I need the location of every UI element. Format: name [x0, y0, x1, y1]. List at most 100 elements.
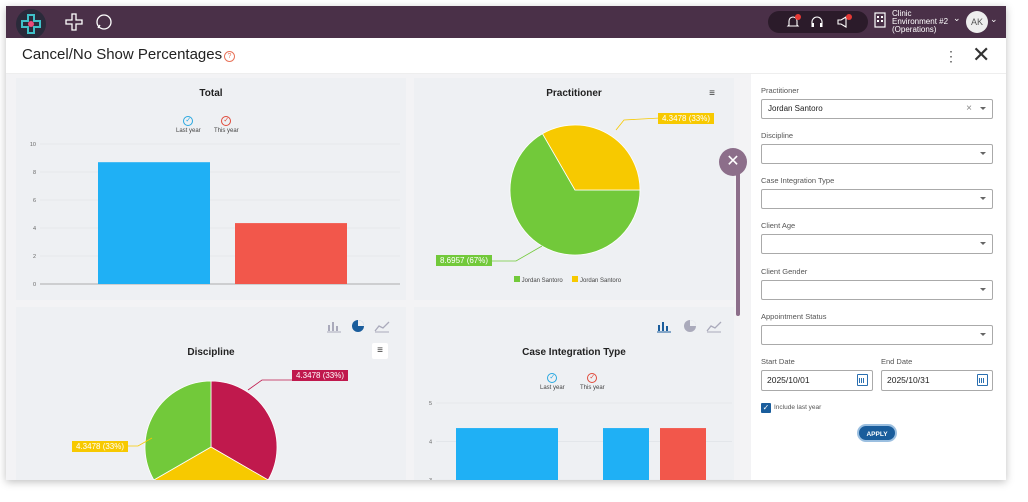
check-icon: ✓: [587, 373, 598, 383]
filter-panel: Practitioner Jordan Santoro × Discipline…: [751, 74, 1006, 480]
y-tick-label: 3: [429, 478, 432, 480]
chevron-down-icon: [980, 333, 986, 336]
legend-swatch: [572, 276, 579, 282]
legend-label: Last year: [176, 128, 201, 134]
legend-last-year[interactable]: ✓ Last year: [540, 373, 565, 391]
cross-icon[interactable]: [64, 12, 84, 32]
legend-label: This year: [214, 128, 239, 134]
y-tick-label: 10: [30, 142, 36, 148]
legend-label: Last year: [540, 385, 565, 391]
more-options-icon[interactable]: ⋮: [944, 48, 958, 64]
legend-swatch: [514, 276, 520, 282]
chevron-down-icon: [980, 107, 986, 110]
total-chart-card: Total ✓ Last year ✓ This year 0 2 4 6 8 10: [16, 78, 406, 300]
close-fab-button[interactable]: ✕: [719, 148, 747, 176]
pie-chart-icon[interactable]: [682, 319, 698, 333]
pie-slice: [210, 380, 278, 480]
legend-label[interactable]: Jordan Santoro: [580, 278, 622, 284]
legend-last-year[interactable]: ✓ Last year: [176, 116, 201, 134]
client-gender-label: Client Gender: [761, 267, 808, 276]
discipline-select[interactable]: [761, 144, 993, 164]
pie-legend: Jordan Santoro Jordan Santoro: [514, 276, 621, 284]
start-date-value: 2025/10/01: [767, 375, 810, 385]
chevron-down-icon: [980, 152, 986, 155]
scrollbar[interactable]: [736, 170, 740, 316]
pie-slice: [509, 133, 641, 256]
label-connector: [615, 117, 661, 131]
medical-cross-logo[interactable]: [16, 9, 46, 39]
check-icon: ✓: [547, 373, 558, 383]
avatar[interactable]: AK: [966, 11, 988, 33]
client-gender-select[interactable]: [761, 280, 993, 300]
end-date-label: End Date: [881, 357, 913, 366]
case-integration-bar-chart: 3 4 5: [429, 401, 732, 480]
pie-data-label: 4.3478 (33%): [292, 370, 349, 381]
pie-slice: [153, 446, 269, 480]
case-integration-type-label: Case Integration Type: [761, 176, 835, 185]
bell-icon[interactable]: [786, 14, 801, 29]
label-connector: [128, 437, 153, 447]
appointment-status-label: Appointment Status: [761, 312, 827, 321]
practitioner-select[interactable]: Jordan Santoro ×: [761, 99, 993, 119]
discipline-chart-card: Discipline ≡ 4.3478 (33%) 4.3478 (33%): [16, 307, 406, 480]
pie-chart-icon[interactable]: [350, 319, 366, 333]
client-age-select[interactable]: [761, 234, 993, 254]
line-chart-icon[interactable]: [374, 319, 390, 333]
calendar-icon[interactable]: [857, 374, 868, 386]
bar: [660, 428, 706, 480]
check-icon: ✓: [221, 116, 232, 126]
bar-chart-icon[interactable]: [656, 319, 672, 333]
calendar-icon[interactable]: [977, 374, 988, 386]
client-age-label: Client Age: [761, 221, 796, 230]
close-button[interactable]: ✕: [972, 42, 991, 67]
y-tick-label: 4: [429, 440, 432, 446]
avatar-chevron-icon[interactable]: ⌄: [990, 14, 998, 24]
chart-menu-icon[interactable]: ≡: [709, 88, 715, 99]
appointment-status-select[interactable]: [761, 325, 993, 345]
clear-icon[interactable]: ×: [966, 103, 972, 114]
legend-label: This year: [580, 385, 605, 391]
y-tick-label: 4: [33, 226, 36, 232]
check-icon: ✓: [183, 116, 194, 126]
apply-button[interactable]: APPLY: [857, 424, 897, 442]
y-tick-label: 5: [429, 401, 432, 407]
help-icon[interactable]: ?: [224, 51, 235, 62]
pie-data-label: 4.3478 (33%): [72, 441, 129, 452]
total-bar-chart: 0 2 4 6 8 10: [30, 142, 400, 288]
megaphone-icon[interactable]: [836, 14, 852, 29]
chat-icon[interactable]: [94, 12, 114, 32]
pie-data-label: 4.3478 (33%): [658, 113, 715, 124]
start-date-input[interactable]: 2025/10/01: [761, 370, 873, 391]
discipline-pie-chart: [128, 379, 292, 480]
app-window: Clinic Environment #2 (Operations) ⌄ AK …: [6, 6, 1006, 480]
chart-menu-icon[interactable]: ≡: [372, 343, 388, 359]
legend-this-year[interactable]: ✓ This year: [580, 373, 605, 391]
chart-title: Practitioner: [546, 88, 602, 99]
start-date-label: Start Date: [761, 357, 795, 366]
headset-icon[interactable]: [810, 15, 824, 29]
case-integration-type-select[interactable]: [761, 189, 993, 209]
building-icon: [874, 12, 886, 28]
chart-title: Discipline: [187, 347, 235, 358]
label-connector: [247, 379, 292, 391]
pie-data-label: 8.6957 (67%): [436, 255, 493, 266]
practitioner-pie-chart: [484, 117, 661, 262]
chart-title: Case Integration Type: [522, 347, 626, 358]
clinic-name: Clinic: [892, 9, 912, 18]
pie-slice: [541, 124, 641, 191]
end-date-input[interactable]: 2025/10/31: [881, 370, 993, 391]
top-bar: Clinic Environment #2 (Operations) ⌄ AK …: [6, 6, 1006, 39]
legend-label[interactable]: Jordan Santoro: [521, 278, 563, 284]
bar-chart-icon[interactable]: [326, 319, 342, 333]
bar: [235, 223, 347, 284]
discipline-label: Discipline: [761, 131, 794, 140]
line-chart-icon[interactable]: [706, 319, 722, 333]
chevron-down-icon: ⌄: [953, 13, 961, 23]
chevron-down-icon: [980, 242, 986, 245]
clinic-environment: Environment #2: [892, 17, 949, 26]
practitioner-value: Jordan Santoro: [768, 104, 823, 113]
legend-this-year[interactable]: ✓ This year: [214, 116, 239, 134]
practitioner-chart-card: Practitioner ≡ 4.3478 (33%) 8.6957 (67%)…: [414, 78, 734, 300]
bar: [456, 428, 558, 480]
include-last-year-checkbox[interactable]: ✓: [761, 403, 771, 413]
